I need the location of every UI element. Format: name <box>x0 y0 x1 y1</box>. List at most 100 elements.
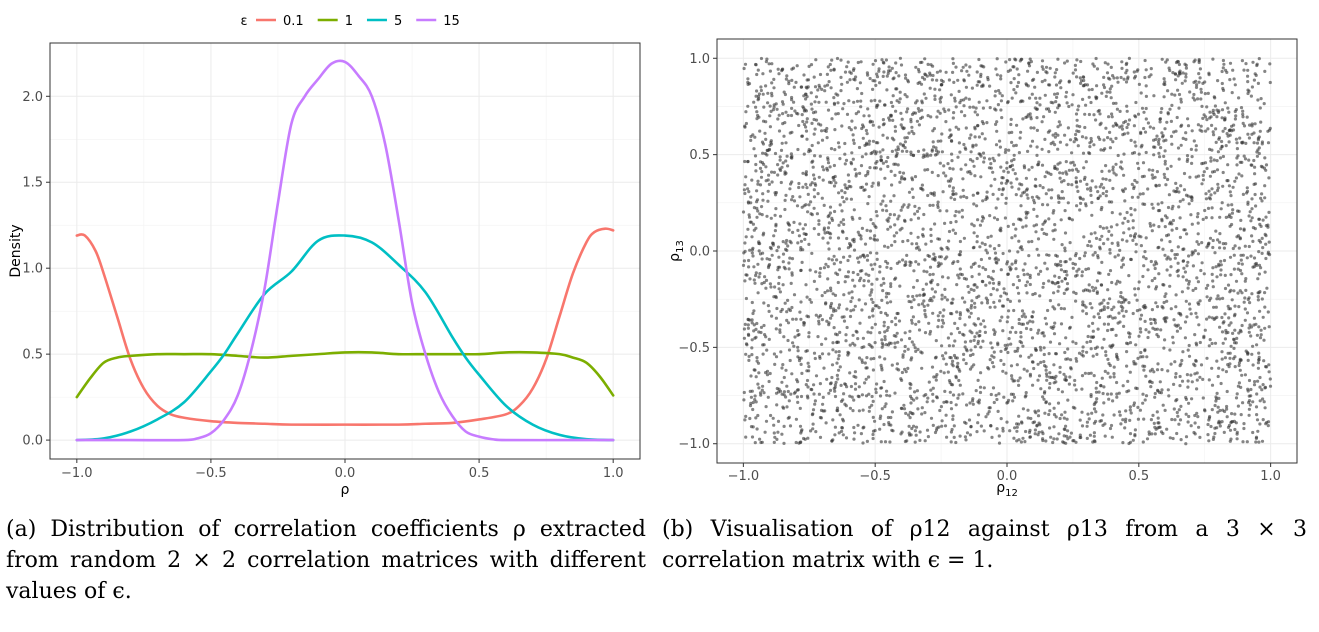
scatter-point <box>857 395 861 399</box>
scatter-point <box>896 147 901 151</box>
scatter-point <box>861 136 865 140</box>
scatter-point <box>806 192 810 196</box>
scatter-point <box>1159 430 1164 434</box>
scatter-point <box>1122 173 1126 177</box>
scatter-point <box>1000 181 1004 185</box>
scatter-point <box>780 141 784 145</box>
scatter-point <box>1257 358 1261 362</box>
scatter-point <box>1089 193 1093 197</box>
scatter-point <box>748 404 753 408</box>
scatter-point <box>1224 242 1228 246</box>
scatter-point <box>885 74 889 78</box>
scatter-point <box>1238 368 1242 372</box>
scatter-point <box>1034 223 1039 227</box>
scatter-point <box>1128 432 1133 436</box>
scatter-point <box>903 344 907 349</box>
scatter-point <box>760 440 764 444</box>
scatter-point <box>1221 184 1225 188</box>
scatter-point <box>810 251 814 255</box>
scatter-point <box>835 408 839 413</box>
scatter-point <box>900 149 905 153</box>
scatter-point <box>1146 121 1150 125</box>
scatter-point <box>922 148 926 152</box>
scatter-point <box>926 396 930 400</box>
scatter-point <box>861 336 866 340</box>
scatter-point <box>1087 324 1091 328</box>
scatter-point <box>918 430 922 434</box>
scatter-point <box>812 206 816 210</box>
scatter-point <box>1124 71 1128 75</box>
scatter-point <box>879 310 883 315</box>
scatter-point <box>1214 140 1218 144</box>
scatter-point <box>887 421 891 425</box>
scatter-point <box>880 407 884 411</box>
scatter-point <box>1242 227 1246 231</box>
scatter-point <box>909 358 913 362</box>
scatter-point <box>757 386 761 390</box>
scatter-point <box>1053 92 1057 96</box>
scatter-point <box>851 333 855 337</box>
scatter-point <box>1022 312 1026 316</box>
scatter-point <box>908 336 912 341</box>
scatter-point <box>956 273 960 277</box>
scatter-point <box>1219 259 1223 263</box>
scatter-point <box>867 392 871 396</box>
scatter-point <box>1052 332 1057 336</box>
scatter-point <box>1000 94 1004 98</box>
scatter-point <box>871 436 875 441</box>
scatter-point <box>1166 233 1171 237</box>
scatter-point <box>824 421 828 425</box>
scatter-point <box>1177 422 1181 426</box>
scatter-point <box>1248 301 1252 305</box>
scatter-point <box>1053 228 1057 232</box>
scatter-point <box>852 100 856 104</box>
y-tick-label: 0.5 <box>22 348 43 363</box>
scatter-point <box>1096 190 1100 194</box>
scatter-point <box>772 431 776 435</box>
scatter-point <box>1252 182 1256 186</box>
scatter-point <box>1105 226 1109 230</box>
scatter-point <box>1005 161 1009 165</box>
scatter-point <box>777 390 781 394</box>
scatter-point <box>1258 240 1263 244</box>
scatter-point <box>1258 399 1262 403</box>
scatter-point <box>812 75 816 79</box>
scatter-point <box>1245 256 1249 260</box>
scatter-point <box>1194 341 1198 345</box>
scatter-point <box>871 87 875 91</box>
scatter-point <box>1238 236 1242 240</box>
scatter-point <box>1072 439 1076 443</box>
scatter-point <box>1006 350 1010 355</box>
scatter-point <box>1250 292 1254 296</box>
scatter-point <box>1014 227 1018 231</box>
scatter-point <box>1052 381 1056 385</box>
scatter-point <box>1059 218 1063 222</box>
scatter-point <box>848 78 852 82</box>
scatter-point <box>1003 150 1008 154</box>
scatter-point <box>1224 68 1228 72</box>
scatter-point <box>964 163 968 167</box>
scatter-point <box>861 125 866 129</box>
scatter-point <box>769 216 773 220</box>
scatter-point <box>1128 341 1133 345</box>
scatter-point <box>1230 412 1234 416</box>
scatter-point <box>1004 292 1009 296</box>
scatter-point <box>873 98 877 102</box>
scatter-point <box>1010 130 1014 134</box>
scatter-point <box>1175 329 1179 333</box>
scatter-point <box>1244 277 1248 281</box>
scatter-point <box>787 82 791 86</box>
scatter-point <box>831 418 835 422</box>
scatter-point <box>1087 151 1091 155</box>
scatter-point <box>1240 174 1244 178</box>
scatter-point <box>932 145 936 149</box>
scatter-point <box>1205 317 1209 321</box>
scatter-point <box>1036 409 1041 413</box>
scatter-point <box>809 63 814 67</box>
scatter-point <box>1089 189 1093 193</box>
scatter-point <box>889 100 894 105</box>
scatter-point <box>1182 188 1187 192</box>
scatter-point <box>1203 409 1207 413</box>
scatter-point <box>857 385 861 389</box>
scatter-point <box>1109 328 1113 332</box>
